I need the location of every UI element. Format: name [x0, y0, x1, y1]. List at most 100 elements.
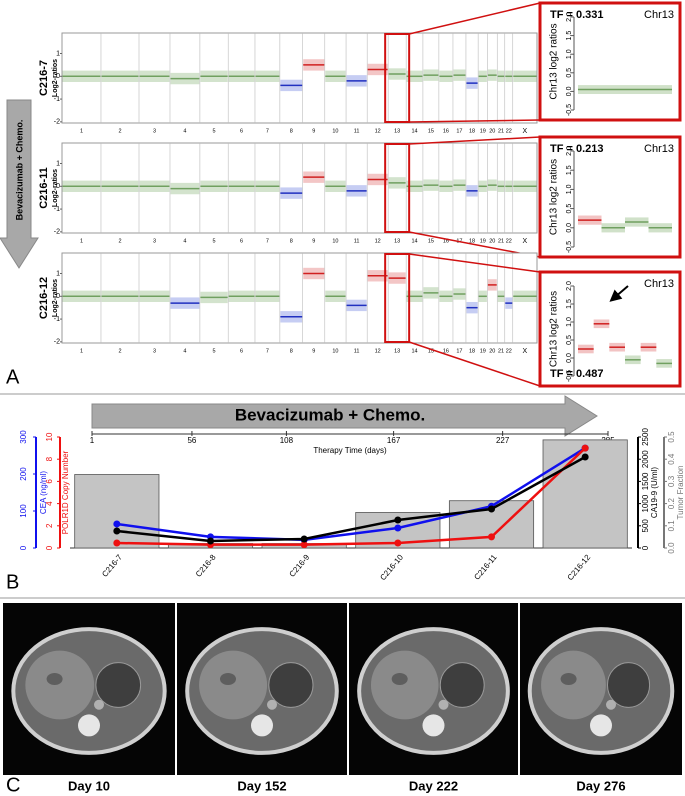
- highlight-box: [384, 253, 411, 343]
- chromosome-label: 1: [80, 238, 83, 244]
- y-tick-label: 200: [19, 467, 28, 481]
- chromosome-label: X: [523, 128, 528, 135]
- x-tick-label: C216-11: [472, 552, 499, 581]
- point: [394, 539, 402, 547]
- chromosome-label: 15: [428, 348, 434, 354]
- y-tick-label: 0.5: [566, 68, 573, 78]
- chromosome-label: 12: [375, 128, 381, 134]
- chromosome-label: 12: [375, 238, 381, 244]
- ct-liver: [199, 650, 268, 720]
- y-tick-label: 0: [56, 73, 60, 80]
- y-tick-label: 0.0: [566, 353, 573, 363]
- y-tick-label: 1.5: [566, 299, 573, 309]
- chromosome-label: 6: [240, 238, 243, 244]
- y-tick-label: 1: [56, 270, 60, 277]
- y-tick-label: -0.5: [566, 104, 573, 116]
- chromosome-label: 16: [443, 348, 449, 354]
- treatment-arrow: [0, 99, 39, 269]
- ct-spine: [78, 714, 100, 737]
- inset-y-label: Chr13 log2 ratios: [549, 159, 560, 235]
- ct-lesion: [391, 673, 408, 685]
- y-tick-label: 0.5: [566, 335, 573, 345]
- y-tick-label: 10: [45, 432, 54, 441]
- y-tick-label: 6: [45, 479, 54, 484]
- y-axis-label: Log2-ratios: [52, 169, 59, 207]
- x-tick-label: C216-8: [194, 552, 218, 578]
- chromosome-label: 11: [354, 128, 360, 134]
- axis-title: POLR1D Copy Number: [61, 450, 70, 534]
- chromosome-label: 4: [183, 128, 186, 134]
- axis-title: CEA (ng/ml): [39, 471, 48, 514]
- y-axis-label: Log2-ratios: [52, 59, 59, 97]
- chromosome-label: 8: [290, 128, 293, 134]
- y-tick-label: -2: [54, 229, 60, 236]
- y-tick-label: -2: [54, 339, 60, 346]
- chromosome-label: 21: [498, 128, 504, 134]
- y-tick-label: -2: [54, 119, 60, 126]
- chromosome-label: 13: [394, 348, 400, 354]
- chromosome-label: 10: [332, 128, 338, 134]
- x-tick-label: C216-12: [566, 552, 593, 582]
- y-tick-label: 2.0: [566, 281, 573, 291]
- day-label: Day 152: [237, 778, 286, 793]
- y-axis-label: Log2-ratios: [52, 279, 59, 317]
- top-tick-label: 108: [280, 436, 294, 445]
- ct-liver: [370, 650, 439, 720]
- chromosome-label: 13: [394, 128, 400, 134]
- x-tick-label: C216-7: [100, 552, 124, 578]
- chromosome-label: 6: [240, 128, 243, 134]
- connector: [408, 341, 541, 387]
- y-tick-label: 2000: [641, 450, 650, 468]
- x-tick-label: C216-9: [288, 552, 312, 578]
- y-tick-label: 1500: [641, 472, 650, 490]
- y-tick-label: 1: [56, 160, 60, 167]
- ct-spine: [251, 714, 273, 737]
- y-tick-label: 0: [19, 545, 28, 550]
- chromosome-label: 2: [118, 128, 121, 134]
- chromosome-label: 4: [183, 348, 186, 354]
- chromosome-name: Chr13: [644, 9, 674, 21]
- chromosome-label: 15: [428, 238, 434, 244]
- chromosome-label: X: [523, 348, 528, 355]
- top-tick-label: 56: [187, 436, 196, 445]
- y-tick-label: 0.2: [667, 497, 676, 509]
- point: [300, 535, 308, 543]
- connector: [409, 136, 541, 145]
- ct-liver: [25, 650, 95, 720]
- y-tick-label: -1: [54, 96, 60, 103]
- treatment-arrow: [91, 395, 598, 437]
- chromosome-label: 19: [480, 348, 486, 354]
- chromosome-name: Chr13: [644, 278, 674, 290]
- y-tick-label: 1.0: [566, 49, 573, 59]
- point: [113, 520, 121, 528]
- chromosome-label: 16: [443, 238, 449, 244]
- chromosome-label: 21: [498, 348, 504, 354]
- y-tick-label: 0.3: [667, 475, 676, 487]
- chromosome-label: 22: [506, 238, 512, 244]
- bar: [74, 474, 160, 549]
- inset-frame: [538, 135, 682, 259]
- chromosome-label: 1: [80, 128, 83, 134]
- y-tick-label: 2: [45, 523, 54, 528]
- y-tick-label: 2.0: [566, 146, 573, 156]
- sample-name: C216-11: [38, 167, 50, 209]
- y-tick-label: 2.0: [566, 12, 573, 22]
- axis-title: Tumor Fraction: [676, 466, 685, 520]
- chromosome-label: 9: [312, 348, 315, 354]
- line: [116, 455, 586, 543]
- y-tick-label: 1.0: [566, 184, 573, 194]
- chromosome-label: 14: [411, 128, 417, 134]
- chromosome-label: 3: [153, 348, 156, 354]
- y-tick-label: 100: [19, 504, 28, 518]
- ct-stomach: [95, 662, 142, 708]
- x-tick-label: C216-10: [378, 552, 405, 582]
- y-tick-label: 500: [641, 519, 650, 533]
- chromosome-label: 22: [506, 128, 512, 134]
- chromosome-label: 6: [240, 348, 243, 354]
- line: [116, 447, 586, 542]
- y-tick-label: 0.4: [667, 453, 676, 465]
- highlight-box: [384, 33, 411, 123]
- point: [394, 516, 402, 524]
- point: [581, 444, 589, 452]
